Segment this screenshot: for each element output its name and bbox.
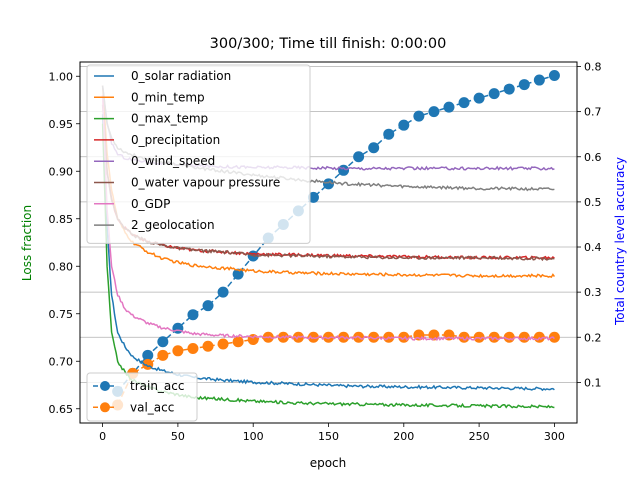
chart-title: 300/300; Time till finish: 0:00:00 — [210, 36, 447, 52]
y-right-tick-label-4: 0.5 — [584, 196, 602, 209]
legend-entry-0-solar-radiation: 0_solar radiation — [94, 69, 231, 83]
legend-entry-val-acc: val_acc — [93, 400, 174, 414]
legend-accuracy-box — [86, 372, 198, 422]
point-train-acc-17 — [368, 142, 380, 154]
series-0-water-vapour-pressure — [101, 104, 555, 262]
svg-text:2_geolocation: 2_geolocation — [131, 218, 215, 232]
point-train-acc-19 — [398, 119, 410, 131]
point-train-acc-28 — [533, 74, 545, 86]
x-axis-label: epoch — [310, 456, 347, 470]
point-val-acc-6 — [202, 340, 214, 352]
x-tick-label-0: 0 — [99, 430, 106, 443]
series-0-gdp — [101, 95, 555, 342]
point-train-acc-6 — [202, 300, 214, 312]
point-train-acc-4 — [172, 322, 184, 334]
y-axis-right: 0.1 0.2 0.3 0.4 0.5 0.6 0.7 0.8 — [577, 61, 602, 389]
point-train-acc-18 — [383, 128, 395, 140]
y-left-tick-label-7: 1.00 — [49, 70, 74, 83]
point-train-acc-26 — [503, 83, 515, 95]
point-train-acc-13 — [307, 191, 319, 203]
svg-text:train_acc: train_acc — [130, 379, 184, 393]
y-axis-right-label: Total country level accuracy — [613, 157, 627, 326]
svg-text:0_max_temp: 0_max_temp — [131, 112, 208, 126]
point-train-acc-7 — [217, 286, 229, 298]
point-train-acc-27 — [518, 79, 530, 91]
y-right-tick-label-2: 0.3 — [584, 286, 602, 299]
x-tick-label-2: 100 — [243, 430, 264, 443]
legend-entry-0-water-vapour-pressure: 0_water vapour pressure — [94, 176, 280, 190]
y-left-tick-label-1: 0.70 — [49, 355, 74, 368]
point-val-acc-23 — [458, 331, 470, 343]
legend-entry-2-geolocation: 2_geolocation — [94, 218, 215, 232]
y-right-tick-label-5: 0.6 — [584, 151, 602, 164]
legend-entry-0-min-temp: 0_min_temp — [94, 90, 205, 104]
legend-entry-0-precipitation: 0_precipitation — [94, 133, 220, 147]
legend-loss-box — [86, 64, 311, 244]
point-val-acc-29 — [548, 331, 560, 343]
point-train-acc-23 — [458, 97, 470, 109]
y-axis-left-label: Loss fraction — [20, 205, 34, 281]
y-left-tick-label-5: 0.90 — [49, 165, 74, 178]
svg-text:0_min_temp: 0_min_temp — [131, 90, 205, 104]
point-val-acc-7 — [217, 338, 229, 350]
y-right-tick-label-1: 0.2 — [584, 331, 602, 344]
point-val-acc-4 — [172, 345, 184, 357]
line-0-water-vapour-pressure — [101, 104, 555, 262]
x-tick-label-1: 50 — [171, 430, 185, 443]
point-train-acc-3 — [157, 336, 169, 348]
x-tick-label-5: 250 — [469, 430, 490, 443]
point-train-acc-2 — [142, 349, 154, 361]
y-right-tick-label-6: 0.7 — [584, 106, 602, 119]
legend-entry-train-acc: train_acc — [93, 379, 184, 393]
x-axis: 0 50 100 150 200 250 300 — [99, 423, 565, 443]
point-val-acc-5 — [187, 343, 199, 355]
point-val-acc-14 — [323, 331, 334, 343]
x-tick-label-3: 150 — [318, 430, 339, 443]
y-left-tick-label-6: 0.95 — [49, 118, 74, 131]
y-left-tick-label-3: 0.80 — [49, 260, 74, 273]
y-axis-left: 0.65 0.70 0.75 0.80 0.85 0.90 0.95 1.00 — [49, 70, 80, 416]
point-train-acc-29 — [548, 70, 560, 82]
line-0-gdp — [101, 95, 555, 342]
point-val-acc-3 — [157, 349, 169, 361]
legend-entry-0-wind-speed: 0_wind_speed — [94, 154, 215, 168]
point-train-acc-16 — [353, 151, 365, 163]
y-left-tick-label-0: 0.65 — [49, 403, 74, 416]
svg-text:val_acc: val_acc — [130, 400, 174, 414]
line-0-min-temp — [101, 85, 556, 279]
point-train-acc-8 — [232, 268, 244, 280]
point-train-acc-14 — [323, 178, 334, 190]
y-right-tick-label-3: 0.4 — [584, 241, 602, 254]
x-tick-label-4: 200 — [393, 430, 414, 443]
y-left-tick-label-4: 0.85 — [49, 213, 74, 226]
point-train-acc-5 — [187, 309, 199, 321]
svg-text:0_precipitation: 0_precipitation — [131, 133, 220, 147]
svg-text:0_solar radiation: 0_solar radiation — [131, 69, 231, 83]
svg-text:0_GDP: 0_GDP — [131, 197, 170, 211]
y-left-tick-label-2: 0.75 — [49, 308, 74, 321]
point-train-acc-20 — [413, 110, 425, 122]
legend-entry-0-gdp: 0_GDP — [94, 197, 170, 211]
point-train-acc-24 — [473, 92, 485, 104]
point-train-acc-22 — [443, 101, 455, 113]
y-right-tick-label-0: 0.1 — [584, 376, 602, 389]
y-right-tick-label-7: 0.8 — [584, 61, 602, 74]
point-val-acc-17 — [368, 331, 380, 343]
legend-accuracy: train_acc val_acc — [86, 372, 198, 422]
legend-entry-0-max-temp: 0_max_temp — [94, 112, 208, 126]
point-train-acc-21 — [428, 106, 440, 118]
legend-loss: 0_solar radiation 0_min_temp 0_max_temp 0_p… — [86, 64, 311, 244]
point-train-acc-15 — [338, 164, 350, 176]
svg-text:0_water vapour pressure: 0_water vapour pressure — [131, 176, 280, 190]
point-train-acc-25 — [488, 88, 500, 100]
x-tick-label-6: 300 — [544, 430, 565, 443]
series-0-min-temp — [101, 85, 556, 279]
point-val-acc-8 — [232, 336, 244, 348]
svg-text:0_wind_speed: 0_wind_speed — [131, 154, 215, 168]
